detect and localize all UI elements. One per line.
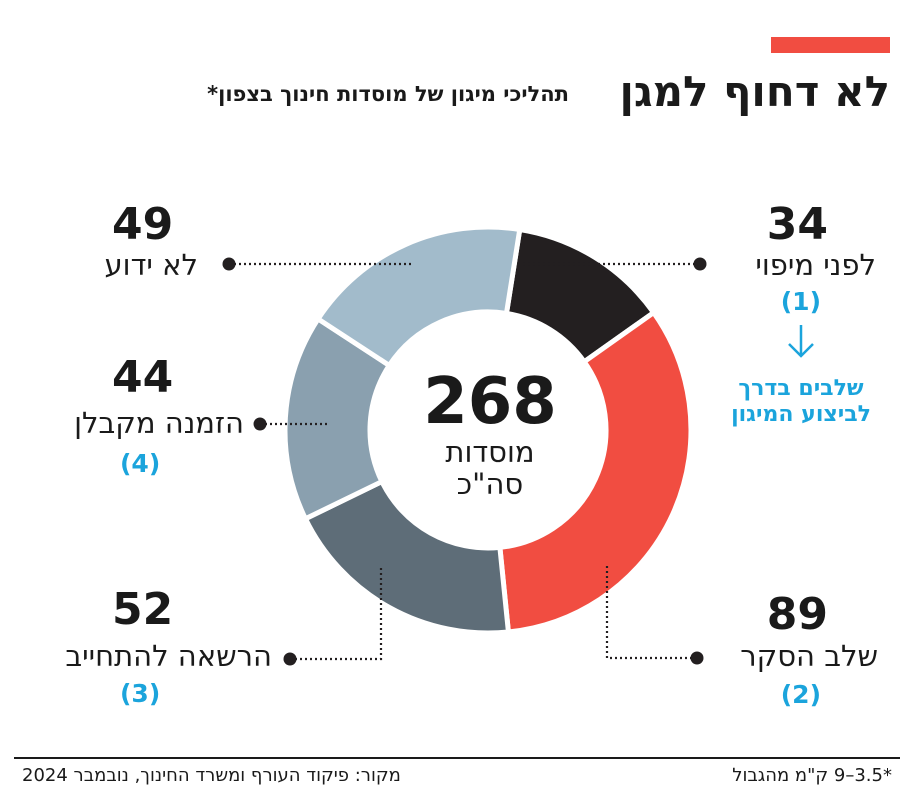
step-number-2: (2) bbox=[780, 680, 821, 709]
chart-subtitle: תהליכי מיגון של מוסדות חינוך בצפון* bbox=[207, 82, 569, 106]
step-number-1: (1) bbox=[780, 287, 821, 316]
leader-survey-stage bbox=[605, 566, 697, 660]
source-note: מקור: פיקוד העורף ומשרד החינוך, נובמבר 2… bbox=[22, 765, 401, 786]
category-label-unknown: לא ידוע bbox=[104, 248, 198, 282]
category-label-survey-stage: שלב הסקר bbox=[740, 639, 878, 673]
total-label-line2: סה"כ bbox=[456, 467, 524, 501]
leader-survey-stage-dot bbox=[690, 651, 704, 665]
leader-contractor-order-dot bbox=[253, 417, 267, 431]
slice-survey-stage bbox=[497, 309, 694, 635]
accent-bar bbox=[771, 37, 890, 53]
leader-before-mapping-dot bbox=[693, 257, 707, 271]
leader-unknown-dot bbox=[222, 257, 236, 271]
total-label-line1: מוסדות bbox=[445, 435, 535, 469]
arrow-down-icon bbox=[788, 325, 814, 358]
value-label-commitment-approval: 52 bbox=[112, 584, 174, 635]
footnote: *3.5–9 ק"מ מהגבול bbox=[732, 765, 892, 786]
footer-divider bbox=[14, 757, 900, 759]
category-label-contractor-order: הזמנה מקבלן bbox=[74, 406, 244, 440]
slice-commitment-approval bbox=[302, 478, 512, 636]
leader-commitment-approval-dot bbox=[283, 652, 297, 666]
category-label-before-mapping: לפני מיפוי bbox=[755, 248, 876, 282]
value-label-contractor-order: 44 bbox=[112, 352, 174, 403]
step-number-3: (3) bbox=[120, 679, 161, 708]
step-number-4: (4) bbox=[120, 449, 161, 478]
value-label-before-mapping: 34 bbox=[766, 199, 828, 250]
chart-title: לא דחוף למגן bbox=[619, 67, 890, 116]
slice-unknown bbox=[314, 224, 523, 369]
leader-commitment-approval bbox=[290, 566, 383, 661]
value-label-unknown: 49 bbox=[112, 199, 174, 250]
category-label-commitment-approval: הרשאה להתחייב bbox=[65, 639, 272, 673]
total-value: 268 bbox=[423, 365, 557, 439]
value-label-survey-stage: 89 bbox=[766, 589, 828, 640]
stage-note: שלבים בדרך לביצוע המיגון bbox=[731, 376, 871, 427]
